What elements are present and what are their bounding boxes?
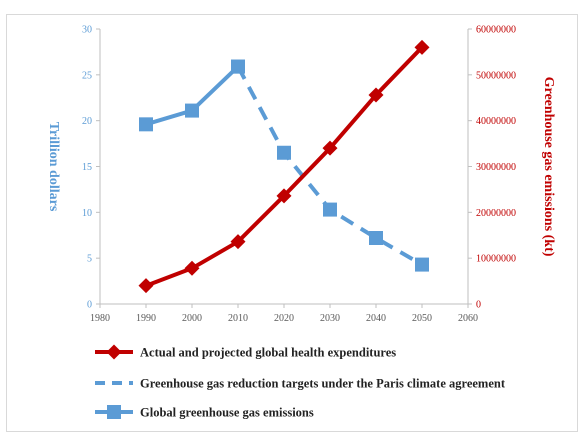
- data-point-paris-targets: [415, 257, 429, 272]
- chart-frame: [6, 14, 578, 432]
- y-right-tick-label: 0: [476, 300, 481, 311]
- legend-label: Actual and projected global health expen…: [140, 346, 396, 360]
- data-point-health-expenditures: [368, 87, 384, 103]
- series-line-health-expenditures: [145, 45, 424, 288]
- series-line-paris-targets: [236, 65, 424, 267]
- data-point-paris-targets: [323, 202, 337, 217]
- y-left-tick-label: 0: [87, 300, 92, 311]
- x-tick-label: 1980: [90, 313, 110, 324]
- legend-label: Greenhouse gas reduction targets under t…: [140, 377, 506, 391]
- x-tick-label: 2010: [228, 313, 248, 324]
- axes-layer: 1980 1990 2000 2010 2020 2030 2040 2050 20600510…: [46, 25, 556, 325]
- legend-label: Global greenhouse gas emissions: [140, 406, 314, 420]
- y-left-tick-label: 5: [87, 254, 92, 265]
- data-point-health-expenditures: [414, 39, 430, 55]
- x-tick-label: 2000: [182, 313, 202, 324]
- y-right-tick-label: 30000000: [476, 162, 516, 173]
- y-axis-right-title: Greenhouse gas emissions (kt): [541, 77, 556, 257]
- y-left-tick-label: 15: [82, 162, 92, 173]
- y-left-tick-label: 20: [82, 116, 92, 127]
- top-strip: [0, 0, 585, 14]
- data-point-health-expenditures: [322, 140, 338, 156]
- x-tick-label: 2060: [458, 313, 478, 324]
- data-point-health-expenditures: [184, 260, 200, 276]
- series-layer: [138, 39, 430, 294]
- data-point-paris-targets: [369, 231, 383, 245]
- legend-swatch-marker: [107, 405, 121, 419]
- x-tick-label: 2050: [412, 313, 432, 324]
- y-right-tick-label: 50000000: [476, 70, 516, 81]
- data-point-ghg-emissions: [139, 117, 153, 132]
- y-right-tick-label: 40000000: [476, 116, 516, 127]
- legend: Actual and projected global health expen…: [95, 344, 506, 420]
- data-point-health-expenditures: [230, 234, 246, 250]
- data-point-ghg-emissions: [185, 103, 199, 118]
- data-point-health-expenditures: [138, 278, 154, 294]
- legend-swatch-marker: [106, 344, 122, 360]
- x-tick-label: 2030: [320, 313, 340, 324]
- y-axis-left-title: Trillion dollars: [46, 122, 61, 212]
- x-tick-label: 2040: [366, 313, 386, 324]
- data-point-paris-targets: [277, 145, 291, 160]
- x-tick-label: 1990: [136, 313, 156, 324]
- y-left-tick-label: 25: [82, 70, 92, 81]
- y-right-tick-label: 20000000: [476, 208, 516, 219]
- x-tick-label: 2020: [274, 313, 294, 324]
- data-point-ghg-emissions: [231, 59, 245, 74]
- data-point-health-expenditures: [276, 188, 292, 204]
- y-right-tick-label: 60000000: [476, 25, 516, 36]
- y-left-tick-label: 10: [82, 208, 92, 219]
- y-right-tick-label: 10000000: [476, 254, 516, 265]
- y-left-tick-label: 30: [82, 25, 92, 36]
